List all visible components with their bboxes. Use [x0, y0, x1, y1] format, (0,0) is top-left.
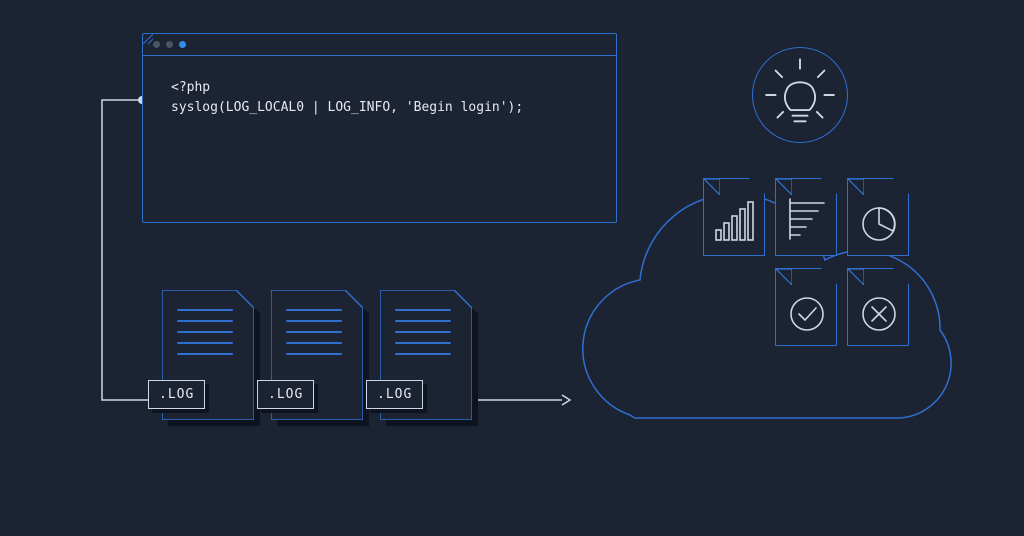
window-dot-icon — [166, 41, 173, 48]
code-body: <?php syslog(LOG_LOCAL0 | LOG_INFO, 'Beg… — [143, 56, 616, 140]
resize-handle-icon — [143, 34, 153, 44]
log-badge: .LOG — [366, 380, 423, 409]
log-file: .LOG — [271, 290, 363, 420]
log-file: .LOG — [380, 290, 472, 420]
code-line: <?php — [171, 80, 210, 95]
window-dot-icon — [179, 41, 186, 48]
window-dot-icon — [153, 41, 160, 48]
lightbulb-icon — [753, 48, 847, 142]
chart-card — [847, 178, 909, 256]
log-badge: .LOG — [148, 380, 205, 409]
chart-card — [775, 268, 837, 346]
chart-card — [775, 178, 837, 256]
log-badge: .LOG — [257, 380, 314, 409]
chart-card — [847, 268, 909, 346]
code-window: <?php syslog(LOG_LOCAL0 | LOG_INFO, 'Beg… — [142, 33, 617, 223]
code-line: syslog(LOG_LOCAL0 | LOG_INFO, 'Begin log… — [171, 100, 523, 115]
chart-card — [703, 178, 765, 256]
window-title-bar — [143, 34, 616, 56]
lightbulb-badge — [752, 47, 848, 143]
log-file: .LOG — [162, 290, 254, 420]
